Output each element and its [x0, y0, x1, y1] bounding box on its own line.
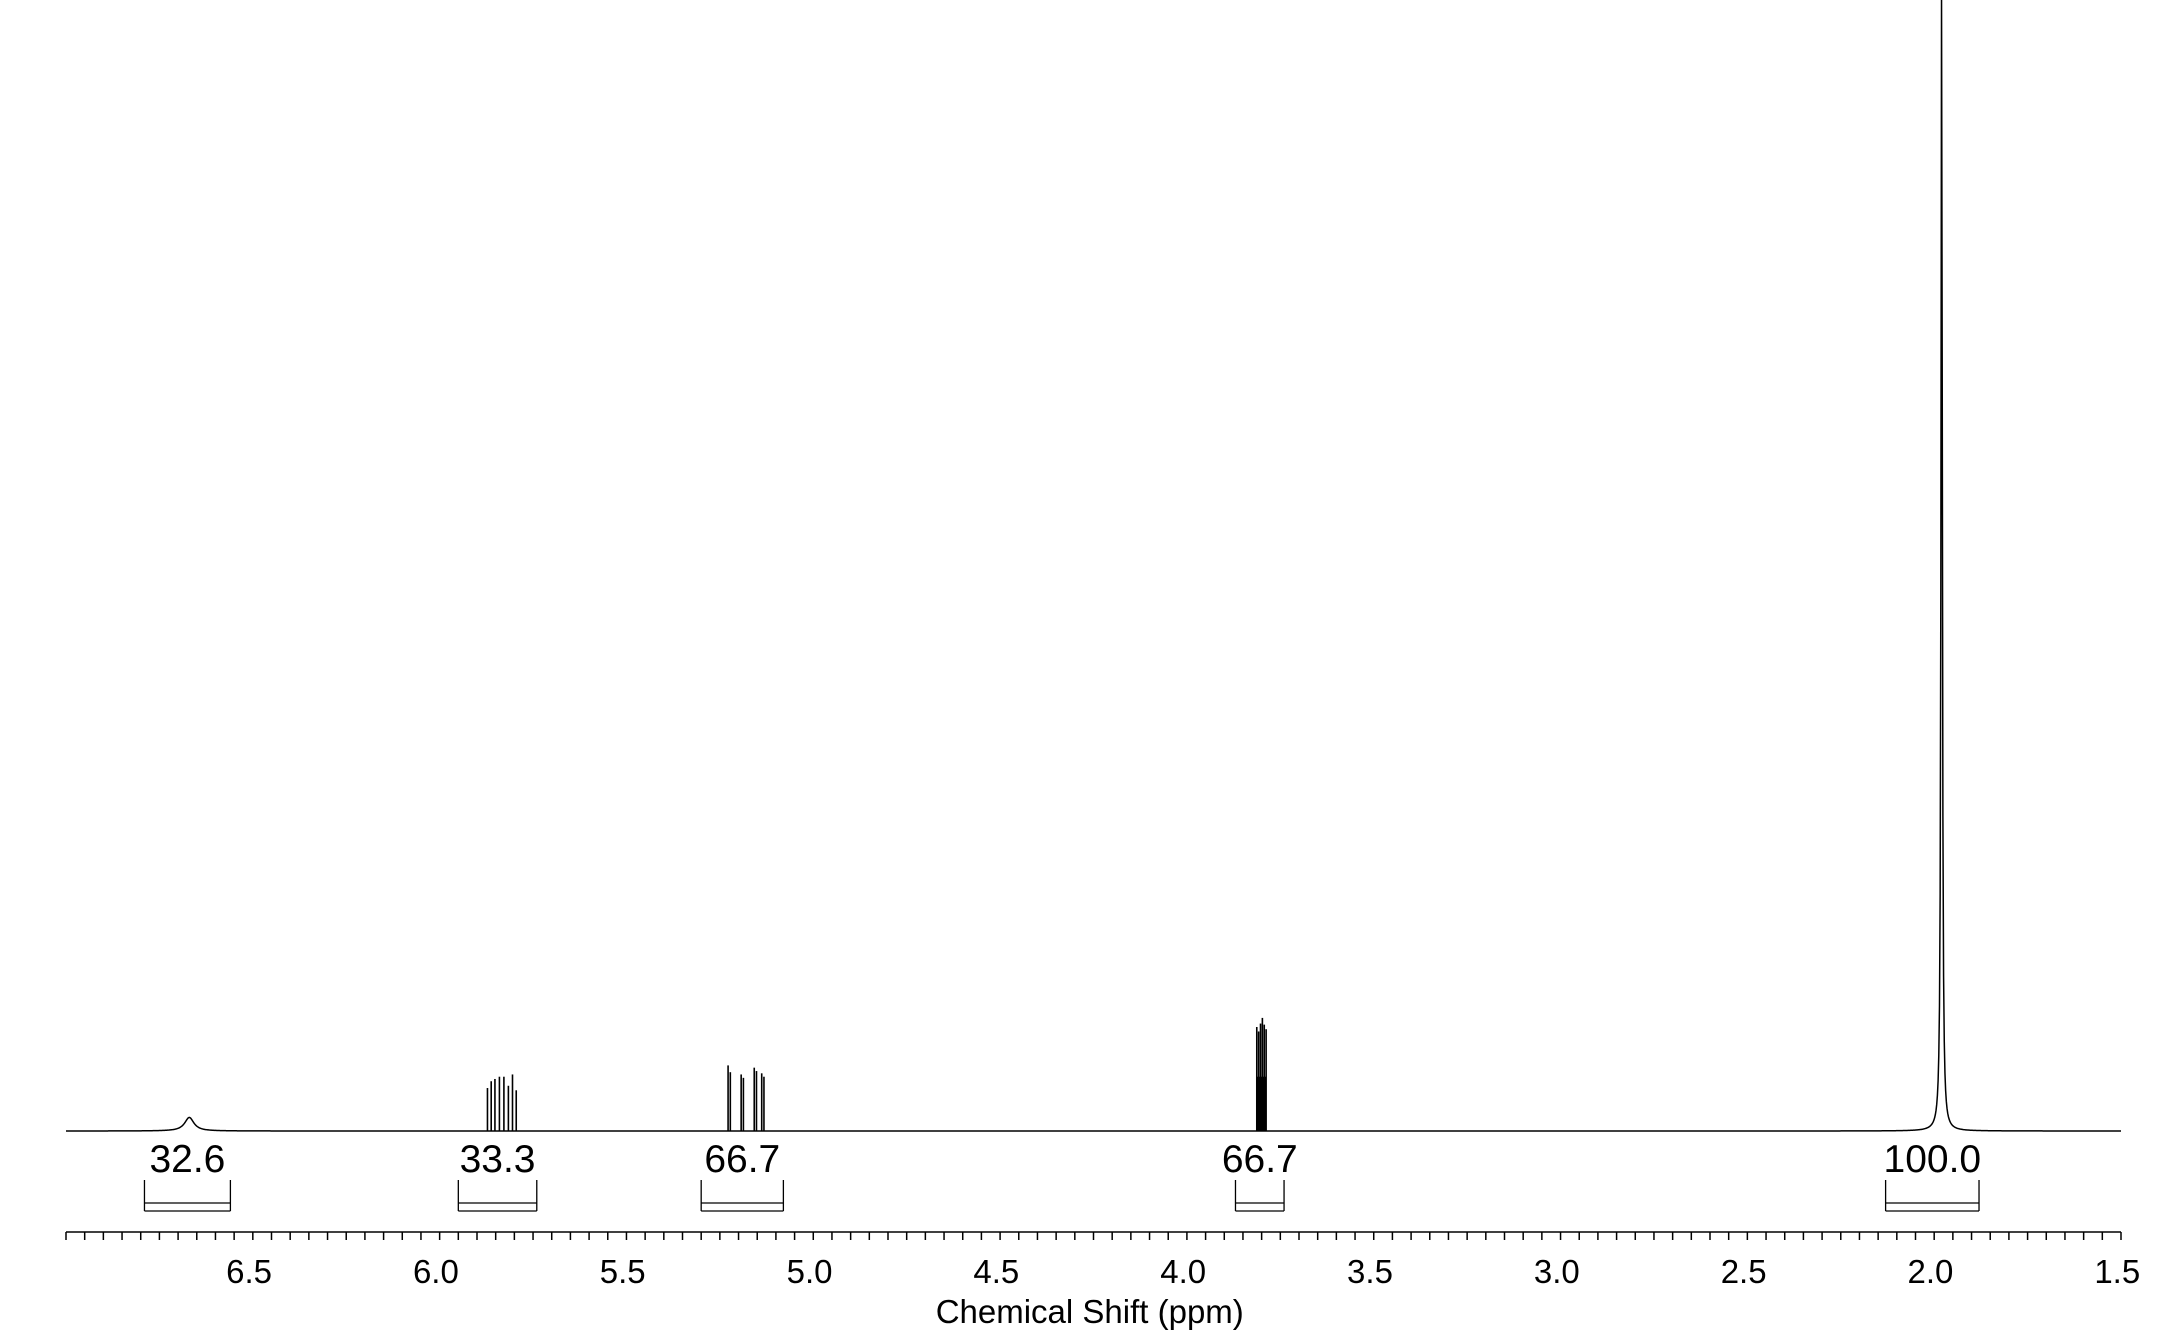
integral-bracket — [457, 1180, 538, 1212]
x-tick-label: 3.0 — [1534, 1253, 1580, 1290]
integral-label: 66.7 — [704, 1138, 780, 1181]
integral-bracket — [1884, 1180, 1980, 1212]
x-tick-label: 3.5 — [1347, 1253, 1393, 1290]
integral-label: 66.7 — [1222, 1138, 1298, 1181]
x-tick-label: 2.0 — [1908, 1253, 1954, 1290]
x-tick-label: 6.0 — [413, 1253, 459, 1290]
integral-bracket — [700, 1180, 785, 1212]
x-tick-label: 2.5 — [1721, 1253, 1767, 1290]
spectrum-trace — [66, 0, 2121, 1132]
spectrum-peak-cluster — [1256, 1076, 1267, 1131]
x-axis: 6.5 6.0 5.5 5.0 4.5 4.0 3.5 3.0 2.5 2.0 1.5 — [65, 1231, 2140, 1290]
x-tick-label: 1.5 — [2094, 1253, 2140, 1290]
integral-layer: 32.6 33.3 66.7 66.7 100.0 — [143, 1138, 1982, 1212]
integral-bracket — [143, 1180, 232, 1212]
x-tick-label: 5.0 — [787, 1253, 833, 1290]
x-tick-label: 6.5 — [226, 1253, 272, 1290]
integral-label: 32.6 — [149, 1138, 225, 1181]
x-tick-label: 4.5 — [973, 1253, 1019, 1290]
spectrum-layer — [66, 0, 2121, 1132]
x-tick-label: 4.0 — [1160, 1253, 1206, 1290]
integral-label: 100.0 — [1884, 1138, 1982, 1181]
integral-bracket — [1234, 1180, 1285, 1212]
x-tick-label: 5.5 — [600, 1253, 646, 1290]
x-axis-title: Chemical Shift (ppm) — [936, 1293, 1244, 1330]
integral-label: 33.3 — [460, 1138, 536, 1181]
